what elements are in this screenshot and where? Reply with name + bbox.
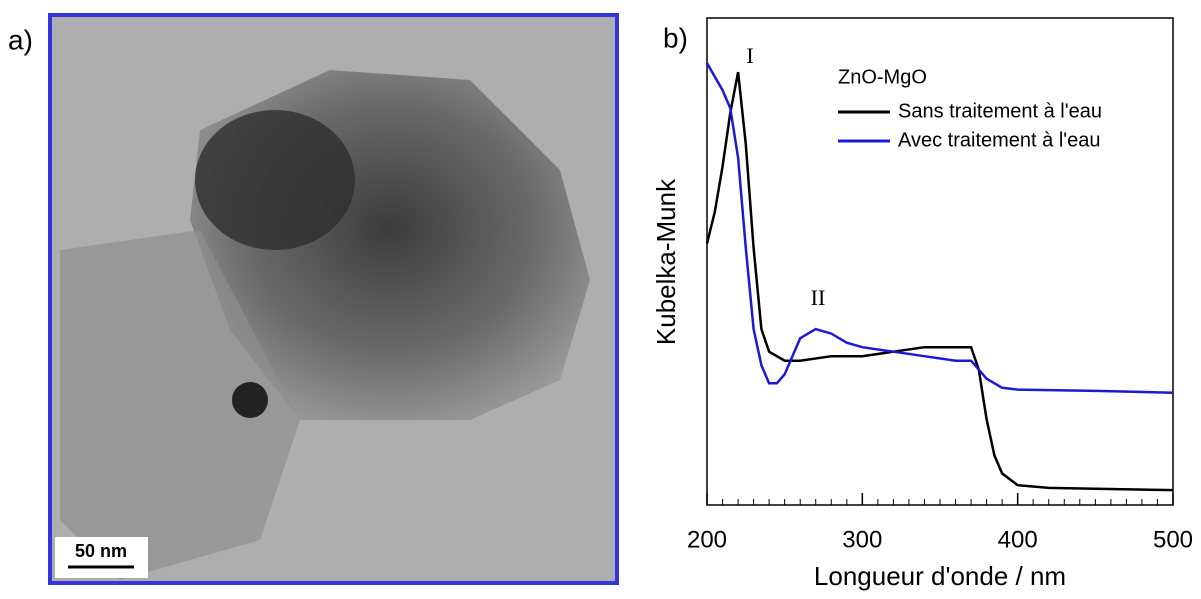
- panel-label: a): [8, 24, 33, 55]
- plot-frame: [706, 17, 1174, 506]
- x-axis-label: Longueur d'onde / nm: [814, 561, 1066, 591]
- scale-bar-label: 50 nm: [75, 541, 127, 561]
- legend-title: ZnO-MgO: [838, 66, 927, 88]
- legend-label: Sans traitement à l'eau: [898, 100, 1102, 122]
- y-axis-label: Kubelka-Munk: [651, 178, 681, 345]
- annotation: II: [811, 285, 826, 310]
- x-tick-label: 400: [998, 526, 1038, 553]
- data-line: [705, 62, 1174, 394]
- x-tick-label: 200: [687, 526, 727, 553]
- micrograph: [48, 13, 619, 585]
- annotation: I: [746, 43, 753, 68]
- x-tick-label: 300: [842, 526, 882, 553]
- x-tick-label: 500: [1153, 526, 1193, 553]
- panel-label: b): [663, 22, 688, 53]
- legend-label: Avec traitement à l'eau: [898, 129, 1100, 151]
- data-line: [705, 71, 1174, 492]
